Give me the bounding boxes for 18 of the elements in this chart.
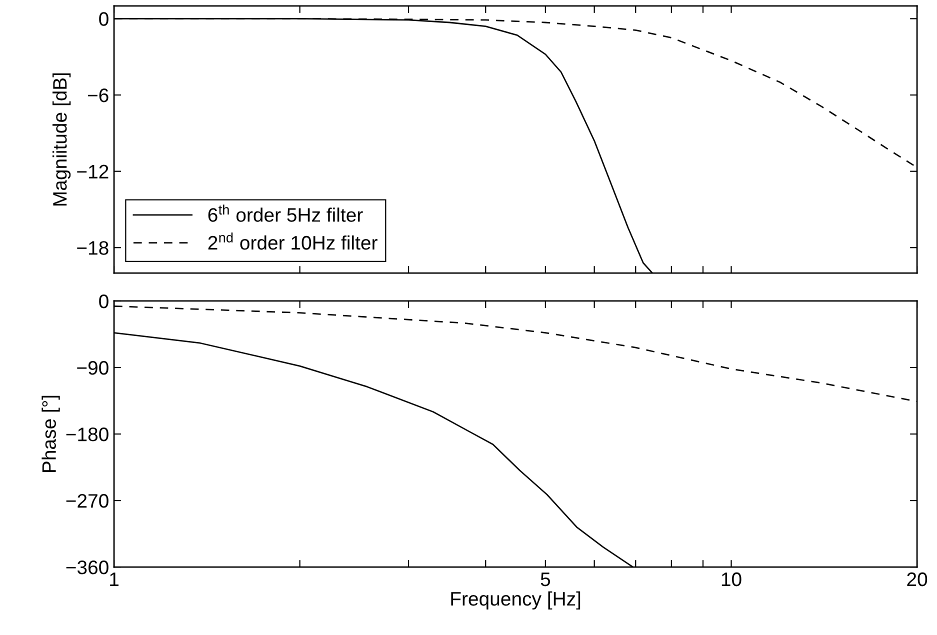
x-tick-label: 1: [110, 572, 118, 586]
y-tick-label: −360: [66, 560, 108, 574]
y-tick-label: −12: [77, 164, 108, 178]
y-tick-label: 0: [99, 294, 108, 308]
y-axis-title: Magniitude [dB]: [52, 73, 71, 206]
x-axis-title: Frequency [Hz]: [451, 591, 580, 610]
x-tick-label: 20: [907, 572, 928, 586]
y-tick-label: −18: [77, 241, 108, 255]
y-tick-label: −270: [66, 494, 108, 508]
y-tick-label: −6: [88, 88, 108, 102]
y-tick-label: 0: [99, 12, 108, 26]
legend-label: 6$^{th}$ order 5Hz filter: [208, 204, 363, 222]
x-tick-label: 10: [722, 572, 742, 586]
x-tick-label: 5: [540, 572, 550, 586]
y-tick-label: −180: [66, 427, 108, 442]
y-tick-label: −90: [77, 360, 108, 375]
legend-label: 2$^{nd}$ order 10Hz filter: [208, 232, 378, 250]
y-axis-title: Phase [°]: [42, 396, 60, 472]
